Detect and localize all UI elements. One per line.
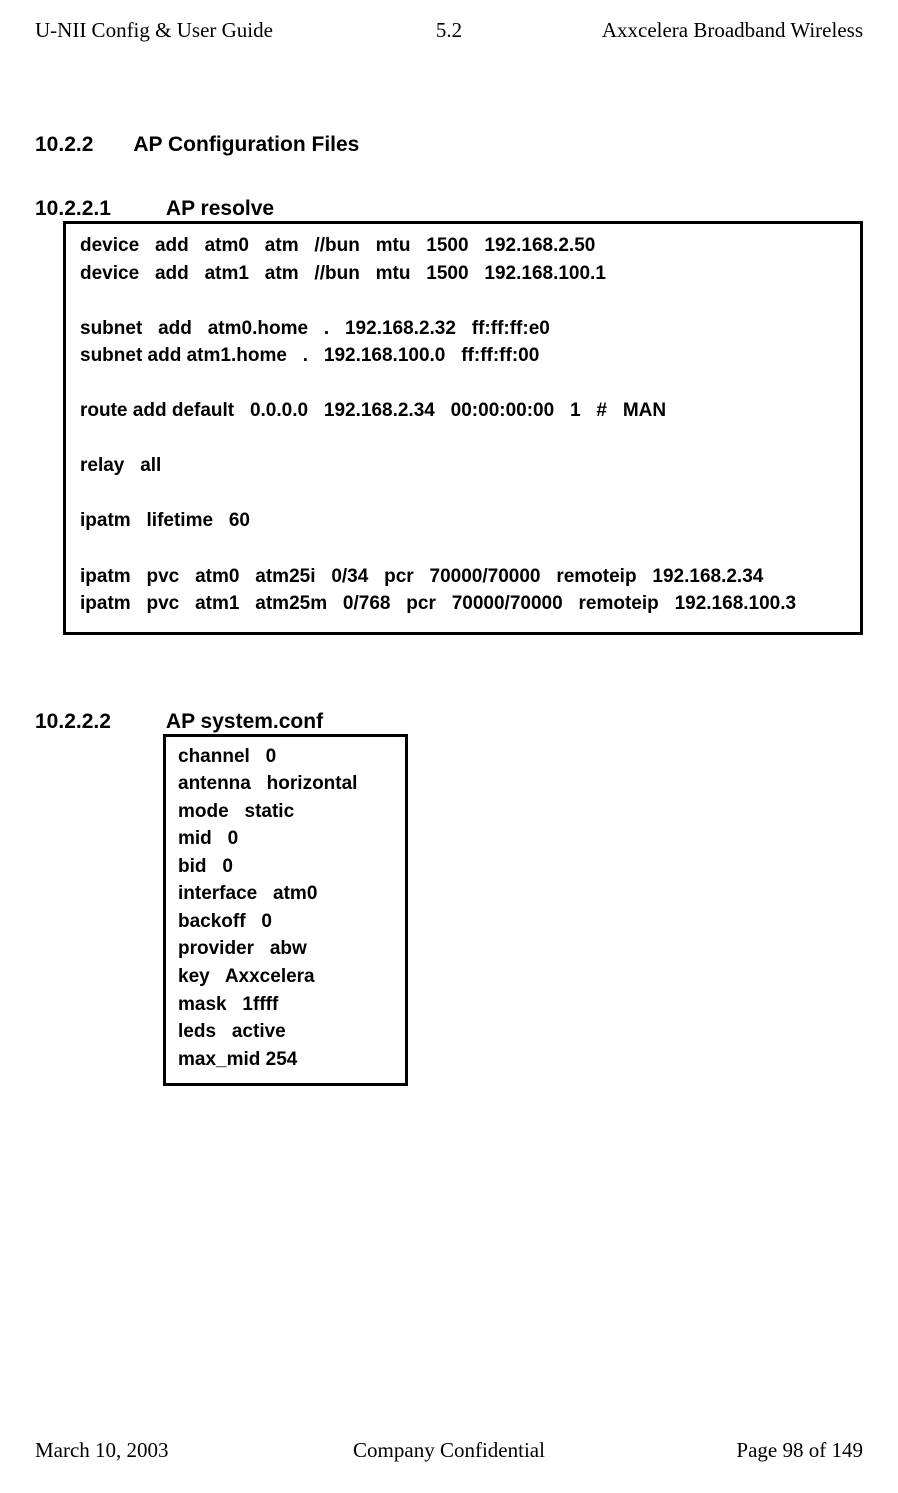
page-header: U-NII Config & User Guide 5.2 Axxcelera … (35, 0, 863, 133)
subsection-1-number: 10.2.2.1 (35, 197, 111, 221)
footer-right: Page 98 of 149 (587, 1438, 863, 1463)
footer-center: Company Confidential (311, 1438, 587, 1463)
ap-resolve-code-box: device add atm0 atm //bun mtu 1500 192.1… (63, 221, 863, 635)
spacer (35, 635, 863, 710)
subsection-1-title: AP resolve (166, 197, 274, 220)
section-title: AP Configuration Files (133, 133, 359, 156)
footer-left: March 10, 2003 (35, 1438, 311, 1463)
page-footer: March 10, 2003 Company Confidential Page… (35, 1438, 863, 1463)
subsection-2-heading: 10.2.2.2 AP system.conf (35, 710, 863, 734)
section-heading: 10.2.2 AP Configuration Files (35, 133, 863, 157)
header-right: Axxcelera Broadband Wireless (587, 18, 863, 43)
subsection-1-heading: 10.2.2.1 AP resolve (35, 197, 863, 221)
header-center: 5.2 (311, 18, 587, 43)
ap-system-conf-code-box: channel 0 antenna horizontal mode static… (163, 734, 408, 1087)
header-left: U-NII Config & User Guide (35, 18, 311, 43)
section-number: 10.2.2 (35, 133, 93, 157)
subsection-2-title: AP system.conf (166, 710, 323, 733)
subsection-2-number: 10.2.2.2 (35, 710, 111, 734)
